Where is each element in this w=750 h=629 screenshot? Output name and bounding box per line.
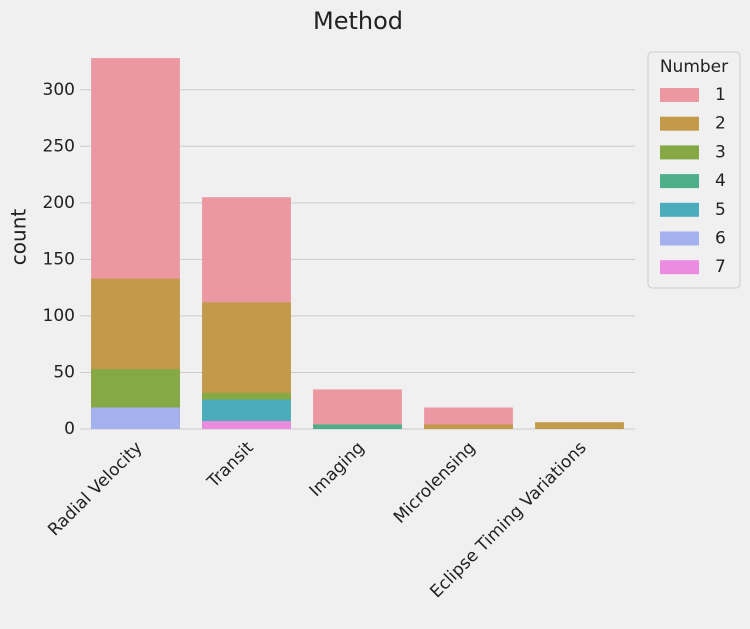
bars <box>91 58 624 430</box>
legend-label: 1 <box>715 85 726 105</box>
chart-title: Method <box>313 7 403 35</box>
legend-swatch <box>660 116 699 131</box>
legend: 1 2 3 4 5 6 7 <box>660 85 726 277</box>
legend-box <box>647 51 741 289</box>
bar <box>202 421 291 429</box>
y-tick-label: 200 <box>43 193 75 213</box>
bar <box>313 424 402 429</box>
legend-label: 6 <box>715 229 726 249</box>
bar <box>424 407 513 429</box>
legend-label: 2 <box>715 114 726 134</box>
legend-label: 4 <box>715 171 726 191</box>
legend-title: Number <box>660 57 728 77</box>
y-tick-label: 150 <box>43 249 75 269</box>
legend-swatch <box>660 88 699 102</box>
y-tick-label: 50 <box>53 362 75 382</box>
legend-swatch <box>660 145 699 160</box>
y-axis-label: count <box>7 209 31 266</box>
bar <box>424 424 513 429</box>
legend-label: 5 <box>715 200 726 220</box>
legend-label: 3 <box>715 142 726 162</box>
legend-swatch <box>660 231 699 246</box>
bar <box>535 422 624 429</box>
y-tick-label: 0 <box>64 419 75 439</box>
legend-label: 7 <box>715 257 726 277</box>
y-tick-label: 300 <box>43 80 75 100</box>
legend-swatch <box>660 174 699 189</box>
bar <box>91 407 180 429</box>
y-tick-label: 100 <box>43 306 75 326</box>
y-tick-label: 250 <box>43 136 75 156</box>
bar <box>313 389 402 429</box>
legend-swatch <box>660 202 699 217</box>
legend-swatch <box>660 260 699 275</box>
